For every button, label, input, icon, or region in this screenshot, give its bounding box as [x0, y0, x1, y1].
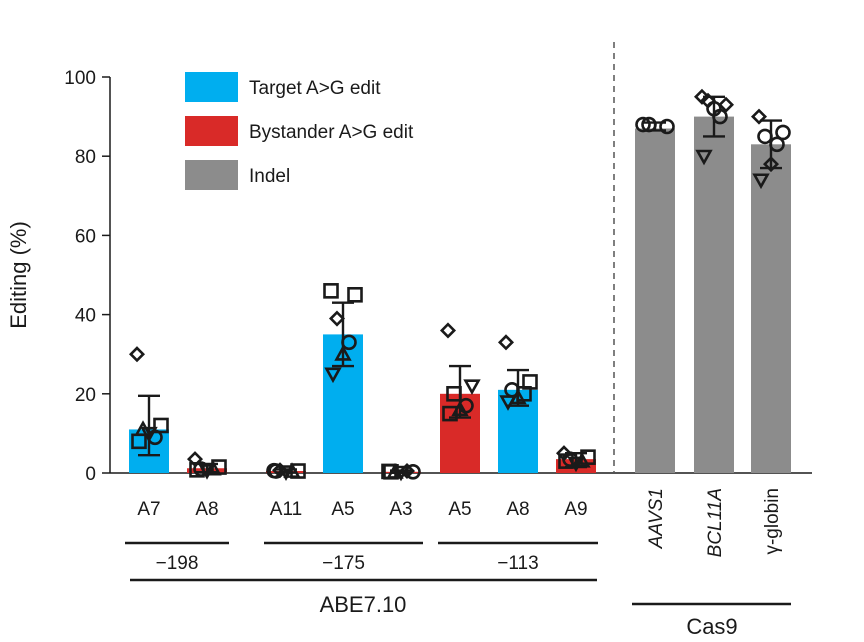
- legend: Target A>G edit Bystander A>G edit Indel: [185, 72, 414, 190]
- x-category-label: AAVS1: [646, 488, 667, 549]
- data-point-circle: [268, 463, 284, 479]
- y-axis-label: Editing (%): [6, 221, 31, 329]
- x-category-label: A5: [448, 499, 471, 520]
- x-category-label: A9: [564, 499, 587, 520]
- data-point-diamond: [750, 108, 768, 125]
- x-category-label: BCL11A: [705, 488, 726, 557]
- y-tick-label: 20: [75, 385, 96, 406]
- data-point-diamond: [497, 334, 515, 351]
- y-tick-label: 40: [75, 306, 96, 327]
- data-point-square: [383, 464, 399, 480]
- x-category-label: A8: [506, 499, 529, 520]
- data-point-triangle: [573, 451, 591, 468]
- legend-label-indel: Indel: [249, 166, 290, 187]
- data-point-diamond: [128, 346, 146, 363]
- data-point-diamond: [717, 96, 735, 113]
- data-point-square: [446, 385, 462, 402]
- position-group-label: −113: [497, 553, 538, 574]
- data-point-circle: [341, 334, 357, 351]
- data-point-diamond: [328, 310, 346, 327]
- data-point-triangle-down: [752, 173, 770, 190]
- data-point-circle: [635, 116, 651, 133]
- data-point-circle: [641, 116, 657, 133]
- data-point-circle: [775, 124, 791, 141]
- x-category-label: A7: [137, 499, 160, 520]
- data-point-square: [558, 453, 574, 469]
- editor-group-label: Cas9: [686, 614, 737, 639]
- data-point-square: [153, 417, 169, 434]
- x-category-label: A11: [270, 499, 302, 520]
- data-point-triangle: [334, 345, 352, 361]
- data-point-circle: [405, 464, 421, 480]
- legend-swatch-target: [185, 72, 238, 102]
- data-point-square: [131, 433, 147, 450]
- data-point-triangle-down: [324, 367, 342, 384]
- bar: [694, 116, 734, 473]
- y-tick-label: 80: [75, 147, 96, 168]
- y-tick-label: 100: [64, 68, 96, 89]
- legend-swatch-indel: [185, 160, 238, 190]
- y-tick-label: 0: [85, 464, 96, 485]
- data-point-square: [347, 286, 363, 303]
- data-point-square: [323, 283, 339, 299]
- bar: [635, 128, 675, 474]
- data-point-triangle-down: [499, 395, 517, 411]
- x-category-label: A5: [331, 499, 354, 520]
- data-point-triangle-down: [463, 379, 481, 396]
- data-point-circle: [659, 118, 675, 135]
- legend-swatch-bystander: [185, 116, 238, 146]
- data-point-diamond: [439, 322, 457, 339]
- position-group-label: −198: [156, 553, 199, 574]
- x-category-label: γ-globin: [762, 488, 783, 555]
- data-point-diamond: [762, 156, 780, 173]
- data-point-square: [442, 405, 458, 422]
- y-tick-label: 60: [75, 226, 96, 247]
- data-point-diamond: [398, 463, 416, 480]
- plot-area: 0 20 40 60 80 100 A7 A8 A11 A5 A3 A5 A8 A9 AAVS1 BCL11A…: [64, 42, 812, 639]
- bar: [751, 144, 791, 473]
- data-point-circle: [769, 136, 785, 153]
- legend-label-bystander: Bystander A>G edit: [249, 122, 414, 143]
- data-point-triangle-down: [695, 149, 713, 166]
- legend-label-target: Target A>G edit: [249, 78, 381, 99]
- x-category-label: A8: [195, 499, 218, 520]
- data-point-square: [189, 462, 205, 478]
- data-point-triangle: [204, 459, 222, 476]
- position-group-label: −175: [322, 553, 365, 574]
- x-category-label: A3: [389, 499, 412, 520]
- data-point-circle: [757, 128, 773, 145]
- editor-group-label: ABE7.10: [320, 592, 407, 617]
- data-point-circle: [706, 100, 722, 117]
